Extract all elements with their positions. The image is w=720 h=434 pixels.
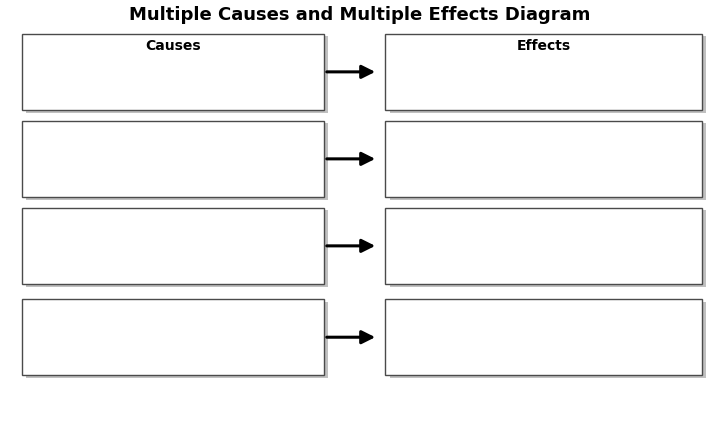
Text: Effects: Effects — [516, 39, 571, 53]
Bar — [22, 35, 324, 111]
Bar — [22, 208, 324, 284]
Bar — [385, 208, 702, 284]
Bar — [385, 299, 702, 375]
Text: Causes: Causes — [145, 39, 201, 53]
Bar — [390, 302, 706, 378]
Bar — [26, 211, 328, 287]
Bar — [390, 124, 706, 200]
Bar — [390, 211, 706, 287]
Bar — [22, 122, 324, 197]
Bar — [26, 37, 328, 113]
Text: Multiple Causes and Multiple Effects Diagram: Multiple Causes and Multiple Effects Dia… — [130, 6, 590, 24]
Bar — [22, 299, 324, 375]
Bar — [385, 122, 702, 197]
Bar — [26, 124, 328, 200]
Bar — [385, 35, 702, 111]
Bar — [390, 37, 706, 113]
Bar — [26, 302, 328, 378]
